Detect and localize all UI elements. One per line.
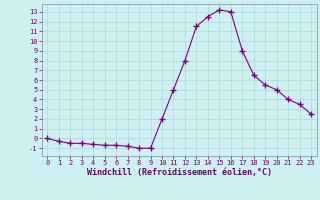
X-axis label: Windchill (Refroidissement éolien,°C): Windchill (Refroidissement éolien,°C)	[87, 168, 272, 177]
